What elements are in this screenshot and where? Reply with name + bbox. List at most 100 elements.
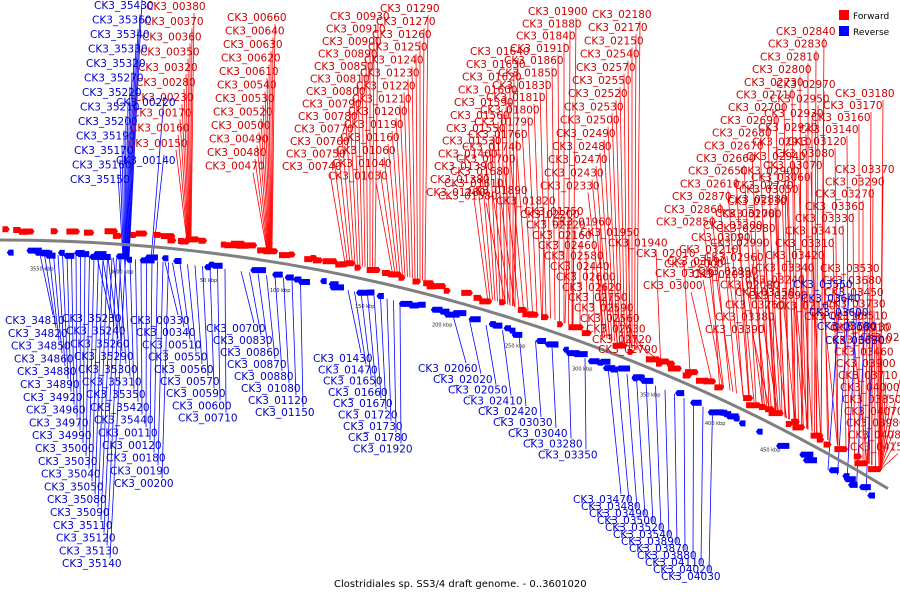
forward-gene-label: CK3_04000 bbox=[840, 382, 900, 394]
forward-gene-label: CK3_01160 bbox=[340, 132, 400, 144]
leader-line bbox=[535, 340, 542, 418]
forward-gene-label: CK3_03160 bbox=[811, 112, 871, 124]
forward-gene-label: CK3_02480 bbox=[552, 141, 612, 153]
leader-line bbox=[94, 257, 104, 495]
leader-line bbox=[879, 405, 891, 470]
leader-line bbox=[497, 177, 515, 307]
tick-label: 3550 kbp bbox=[30, 266, 54, 272]
tick-label: 450 kbp bbox=[760, 448, 780, 454]
forward-gene-label: CK3_02830 bbox=[768, 39, 828, 51]
reverse-gene-arrow bbox=[511, 331, 523, 338]
forward-gene-label: CK3_03240 bbox=[745, 275, 805, 287]
tick-label: 400 kbp bbox=[705, 421, 725, 427]
leader-line bbox=[124, 115, 127, 259]
leader-line bbox=[879, 441, 897, 471]
forward-gene-arrow bbox=[791, 418, 800, 425]
leader-line bbox=[852, 212, 855, 455]
reverse-gene-arrow bbox=[572, 351, 588, 358]
leader-line bbox=[347, 290, 362, 354]
leader-line bbox=[846, 306, 858, 481]
forward-gene-label: CK3_00630 bbox=[223, 39, 283, 51]
reverse-gene-label: CK3_35160 bbox=[72, 160, 132, 172]
forward-gene-label: CK3_02660 bbox=[696, 153, 756, 165]
forward-gene-label: CK3_00480 bbox=[207, 147, 267, 159]
leader-line bbox=[636, 377, 646, 516]
leader-line bbox=[798, 183, 807, 429]
leader-line bbox=[615, 100, 623, 345]
forward-gene-label: CK3_02170 bbox=[588, 22, 648, 34]
leader-line bbox=[399, 301, 402, 444]
forward-gene-arrow bbox=[244, 242, 258, 249]
reverse-gene-arrow bbox=[356, 289, 368, 296]
reverse-gene-arrow bbox=[848, 481, 858, 488]
leader-line bbox=[493, 134, 501, 303]
forward-gene-label: CK3_01590 bbox=[454, 97, 514, 109]
forward-gene-arrow bbox=[627, 348, 634, 355]
leader-line bbox=[503, 165, 520, 309]
reverse-gene-label: CK3_01660 bbox=[328, 387, 388, 399]
leader-line bbox=[164, 261, 179, 316]
forward-gene-label: CK3_03330 bbox=[795, 213, 855, 225]
leader-line bbox=[551, 346, 557, 428]
leader-line bbox=[361, 72, 366, 268]
leader-line bbox=[533, 104, 542, 316]
forward-gene-label: CK3_02150 bbox=[584, 35, 644, 47]
leader-line bbox=[767, 291, 779, 415]
leader-line bbox=[802, 274, 813, 432]
leader-line bbox=[585, 252, 588, 332]
leader-line bbox=[469, 320, 482, 374]
reverse-gene-label: CK3_35000 bbox=[35, 443, 95, 455]
leader-line bbox=[254, 158, 268, 249]
map-caption: Clostridiales sp. SS3/4 draft genome. - … bbox=[334, 579, 587, 590]
forward-gene-label: CK3_03850 bbox=[842, 394, 900, 406]
forward-gene-label: CK3_01250 bbox=[368, 42, 428, 54]
leader-line bbox=[700, 406, 704, 565]
leader-line bbox=[497, 121, 503, 303]
leader-line bbox=[607, 126, 618, 343]
reverse-gene-label: CK3_02420 bbox=[478, 406, 538, 418]
forward-gene-label: CK3_02460 bbox=[538, 240, 598, 252]
forward-gene-arrow bbox=[366, 266, 381, 273]
forward-gene-label: CK3_02600 bbox=[556, 271, 616, 283]
forward-gene-label: CK3_01880 bbox=[522, 18, 582, 30]
leader-line bbox=[341, 135, 353, 265]
forward-gene-label: CK3_01620 bbox=[462, 72, 522, 84]
reverse-gene-label: CK3_35330 bbox=[88, 44, 148, 56]
forward-gene-label: CK3_02920 bbox=[758, 122, 818, 134]
tick-label: 350 kbp bbox=[640, 393, 660, 399]
leader-line bbox=[53, 254, 63, 354]
reverse-gene-label: CK3_03870 bbox=[629, 543, 689, 555]
leader-line bbox=[812, 262, 821, 437]
leader-line bbox=[639, 345, 656, 358]
forward-gene-label: CK3_01580 bbox=[438, 191, 498, 203]
forward-gene-label: CK3_03080 bbox=[775, 148, 835, 160]
forward-gene-label: CK3_02090 bbox=[748, 290, 808, 302]
genome-backbone bbox=[0, 238, 889, 490]
leader-line bbox=[767, 126, 776, 413]
reverse-gene-label: CK3_03040 bbox=[508, 428, 568, 440]
forward-gene-label: CK3_02670 bbox=[704, 140, 764, 152]
reverse-gene-label: CK3_35300 bbox=[78, 364, 138, 376]
forward-gene-arrow bbox=[785, 421, 793, 428]
leader-line bbox=[822, 159, 828, 440]
reverse-gene-label: CK3_01650 bbox=[323, 376, 383, 388]
forward-gene-label: CK3_00530 bbox=[215, 93, 275, 105]
leader-line bbox=[194, 265, 203, 364]
reverse-gene-label: CK3_01730 bbox=[343, 421, 403, 433]
forward-gene-label: CK3_00660 bbox=[227, 12, 287, 24]
forward-gene-arrow bbox=[412, 278, 421, 285]
reverse-gene-arrow bbox=[609, 366, 618, 373]
reverse-gene-label: CK3_00860 bbox=[220, 347, 280, 359]
forward-gene-label: CK3_01060 bbox=[336, 145, 396, 157]
leader-line bbox=[127, 43, 137, 259]
reverse-gene-arrow bbox=[859, 484, 871, 491]
reverse-gene-label: CK3_00220 bbox=[116, 97, 176, 109]
forward-gene-arrow bbox=[2, 226, 10, 233]
leader-line bbox=[762, 323, 779, 414]
reverse-gene-label: CK3_35150 bbox=[70, 174, 130, 186]
leader-line bbox=[257, 273, 269, 348]
forward-gene-label: CK3_03290 bbox=[825, 176, 885, 188]
leader-line bbox=[739, 280, 750, 400]
forward-gene-arrow bbox=[581, 330, 592, 337]
reverse-gene-label: CK3_04030 bbox=[661, 571, 721, 583]
